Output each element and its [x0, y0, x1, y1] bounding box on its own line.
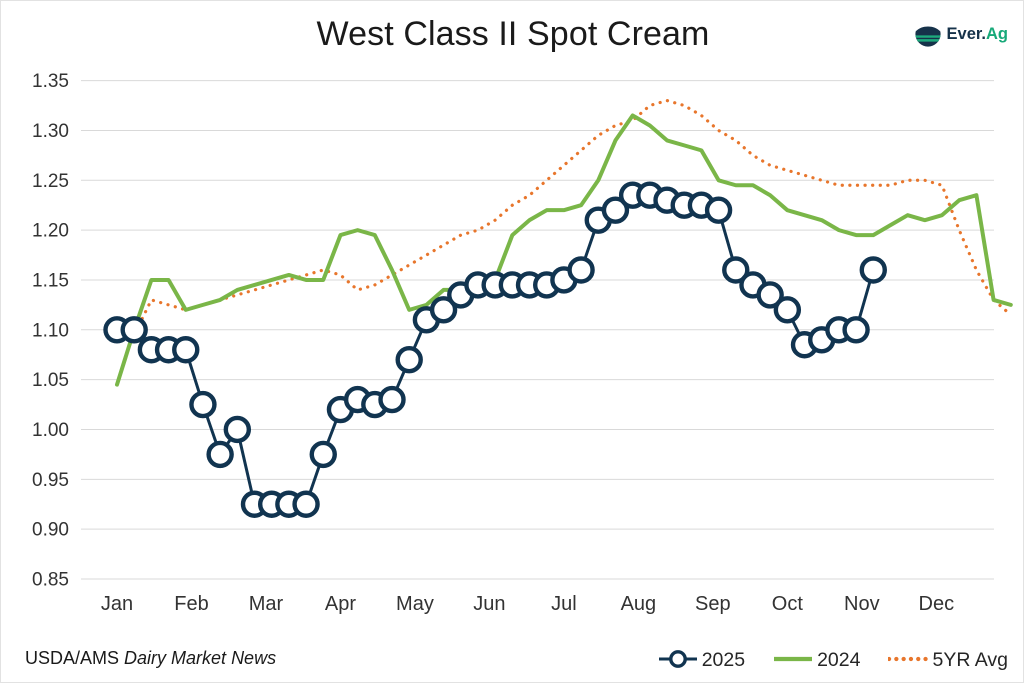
svg-text:0.90: 0.90: [32, 520, 69, 541]
svg-text:Aug: Aug: [621, 593, 657, 615]
svg-text:Mar: Mar: [249, 593, 284, 615]
svg-text:1.15: 1.15: [32, 270, 69, 291]
svg-text:1.05: 1.05: [32, 370, 69, 391]
svg-text:Dec: Dec: [919, 593, 955, 615]
svg-text:Oct: Oct: [772, 593, 804, 615]
svg-text:Nov: Nov: [844, 593, 880, 615]
svg-text:Jun: Jun: [473, 593, 505, 615]
svg-text:0.95: 0.95: [32, 470, 69, 491]
svg-text:Feb: Feb: [174, 593, 208, 615]
svg-text:1.00: 1.00: [32, 420, 69, 441]
svg-text:1.35: 1.35: [32, 71, 69, 92]
svg-text:Jul: Jul: [551, 593, 577, 615]
svg-text:1.30: 1.30: [32, 121, 69, 142]
svg-text:Sep: Sep: [695, 593, 731, 615]
svg-text:1.20: 1.20: [32, 221, 69, 242]
svg-text:1.10: 1.10: [32, 320, 69, 341]
svg-text:Apr: Apr: [325, 593, 356, 615]
svg-text:May: May: [396, 593, 434, 615]
svg-text:1.25: 1.25: [32, 171, 69, 192]
svg-text:Jan: Jan: [101, 593, 133, 615]
svg-text:0.85: 0.85: [32, 570, 69, 591]
